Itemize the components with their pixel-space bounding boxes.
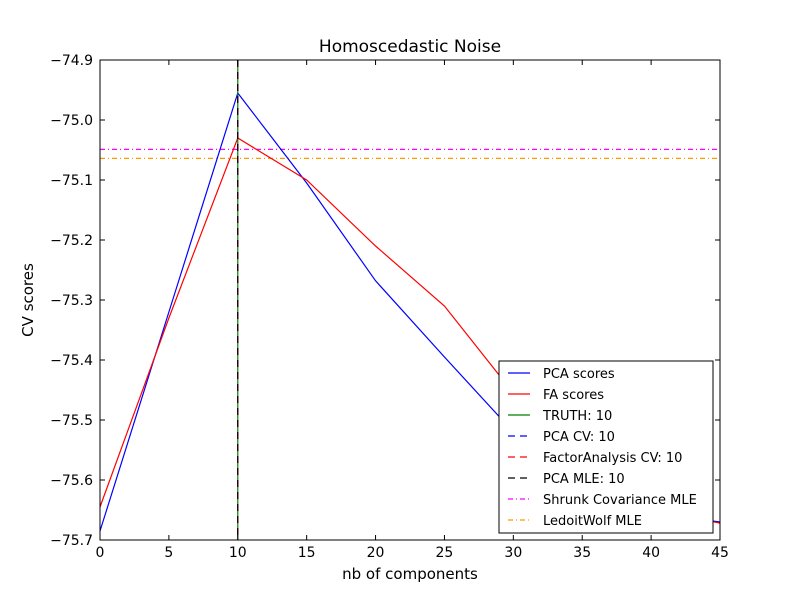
y-tick-label: −75.0 (50, 113, 93, 129)
x-axis-label: nb of components (342, 565, 478, 583)
y-tick-label: −74.9 (50, 53, 93, 69)
y-tick-label: −75.5 (50, 413, 93, 429)
x-tick-label: 10 (229, 545, 247, 561)
legend-box (498, 360, 714, 534)
legend-label-truth-10: TRUTH: 10 (542, 409, 612, 424)
legend-label-shrunk-covariance-mle: Shrunk Covariance MLE (543, 493, 697, 508)
chart-title: Homoscedastic Noise (319, 37, 501, 57)
legend-label-pca-cv-10: PCA CV: 10 (543, 430, 615, 445)
x-tick-label: 5 (164, 545, 173, 561)
legend-label-pca-mle-10: PCA MLE: 10 (543, 472, 625, 487)
x-tick-label: 0 (96, 545, 105, 561)
x-tick-label: 45 (711, 545, 729, 561)
x-tick-label: 15 (298, 545, 316, 561)
x-tick-label: 25 (436, 545, 454, 561)
y-tick-label: −75.3 (50, 293, 93, 309)
legend-label-factoranalysis-cv-10: FactorAnalysis CV: 10 (543, 451, 682, 466)
plot-area: 0 5 10 15 20 25 30 35 40 45 −75.7 −75.6 −75.5 −75.4 −7… (50, 53, 729, 561)
legend-label-fa-scores: FA scores (543, 388, 604, 403)
x-tick-label: 40 (642, 545, 660, 561)
x-tick-label: 35 (573, 545, 591, 561)
ticks-layer: 0 5 10 15 20 25 30 35 40 45 −75.7 −75.6 −75.5 −75.4 −7… (50, 53, 729, 561)
y-tick-label: −75.2 (50, 233, 93, 249)
legend: PCA scores FA scores TRUTH: 10 PCA CV: 10 Fa… (498, 360, 714, 534)
x-tick-label: 20 (367, 545, 385, 561)
legend-label-ledoitwolf-mle: LedoitWolf MLE (543, 514, 642, 529)
y-axis-label: CV scores (19, 263, 37, 337)
legend-label-pca-scores: PCA scores (543, 367, 615, 382)
y-tick-label: −75.4 (50, 353, 93, 369)
x-tick-label: 30 (504, 545, 522, 561)
y-tick-label: −75.1 (50, 173, 93, 189)
legend-items: PCA scores FA scores TRUTH: 10 PCA CV: 10 Fa… (508, 367, 697, 529)
y-tick-label: −75.6 (50, 473, 93, 489)
y-tick-label: −75.7 (50, 533, 93, 549)
